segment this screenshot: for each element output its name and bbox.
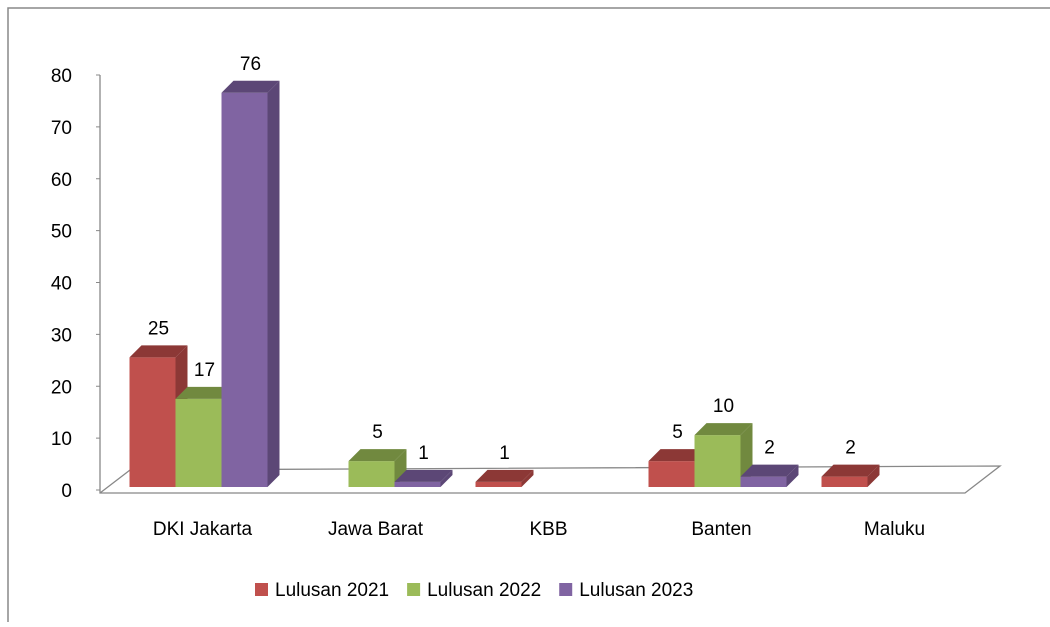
bar-top xyxy=(648,449,707,462)
x-tick-label: DKI Jakarta xyxy=(153,519,253,540)
bar-side xyxy=(786,464,799,487)
bar xyxy=(821,464,880,487)
bar-front xyxy=(740,476,787,487)
bar-top xyxy=(475,469,534,482)
value-label: 10 xyxy=(713,396,734,417)
bar-front xyxy=(821,476,868,487)
bar-front xyxy=(348,461,395,487)
legend-label: Lulusan 2022 xyxy=(427,580,541,601)
y-tick-label: 80 xyxy=(51,66,72,87)
axes xyxy=(99,75,1002,494)
floor xyxy=(99,75,1002,494)
legend-swatch xyxy=(407,583,421,596)
value-label: 17 xyxy=(194,360,215,381)
y-tick-label: 40 xyxy=(51,274,72,295)
value-label: 5 xyxy=(672,422,683,443)
value-label: 2 xyxy=(764,438,775,459)
value-label: 5 xyxy=(372,422,383,443)
bar xyxy=(475,469,534,487)
y-tick-label: 20 xyxy=(51,377,72,398)
bar-top xyxy=(175,386,234,399)
bar-front xyxy=(475,481,522,487)
bar xyxy=(221,80,280,487)
legend-swatch xyxy=(255,583,268,596)
legend-label: Lulusan 2023 xyxy=(579,580,693,601)
bar xyxy=(394,469,453,487)
value-label: 76 xyxy=(240,54,261,75)
y-tick-label: 70 xyxy=(51,118,72,139)
y-tick-label: 60 xyxy=(51,170,72,191)
bar-side xyxy=(440,469,453,487)
bar-side xyxy=(521,469,534,487)
bar-front xyxy=(648,461,695,487)
bar-top xyxy=(394,469,453,482)
y-tick-label: 30 xyxy=(51,325,72,346)
bar-front xyxy=(694,435,741,487)
bar-side xyxy=(267,80,280,487)
value-label: 1 xyxy=(499,443,510,464)
chart-border xyxy=(7,7,1050,627)
legend-label: Lulusan 2021 xyxy=(275,580,389,601)
bar-top xyxy=(694,423,753,436)
bar-top xyxy=(740,464,799,477)
x-tick-label: Banten xyxy=(691,519,751,540)
bar-top xyxy=(221,80,280,93)
y-tick-label: 10 xyxy=(51,429,72,450)
x-tick-label: Maluku xyxy=(864,519,925,540)
bar xyxy=(740,464,799,487)
y-tick-label: 0 xyxy=(61,481,72,502)
bar-front xyxy=(394,481,441,487)
x-tick-label: Jawa Barat xyxy=(328,519,424,540)
y-tick-label: 50 xyxy=(51,222,72,243)
bar-top xyxy=(821,464,880,477)
value-label: 1 xyxy=(418,443,429,464)
bar xyxy=(694,423,753,487)
bar-front xyxy=(175,398,222,487)
bar-top xyxy=(348,449,407,462)
value-label: 2 xyxy=(845,438,856,459)
value-label: 25 xyxy=(148,318,169,339)
bar-front xyxy=(221,92,268,487)
bar-top xyxy=(129,345,188,358)
bar-side xyxy=(867,464,880,487)
x-tick-label: KBB xyxy=(529,519,567,540)
legend-swatch xyxy=(559,583,573,596)
bar-front xyxy=(129,357,176,487)
